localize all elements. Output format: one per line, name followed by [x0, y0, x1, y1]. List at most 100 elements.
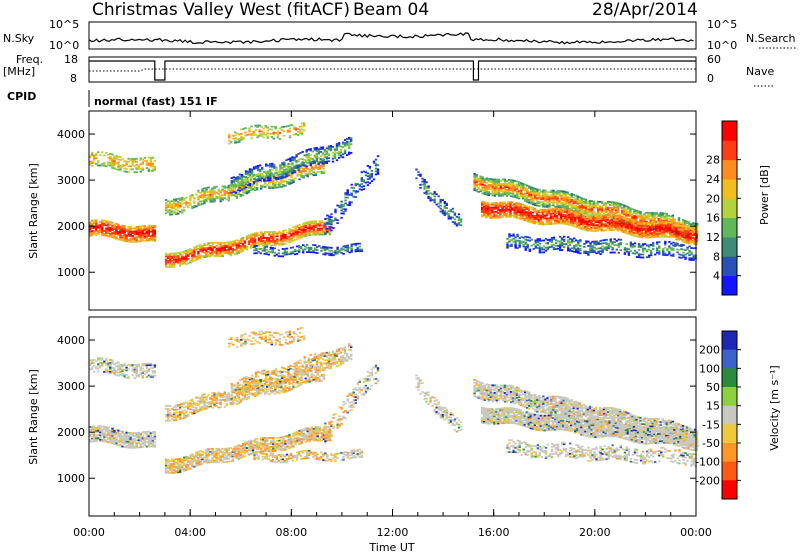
heatmap-cell — [593, 243, 596, 246]
heatmap-cell — [217, 196, 220, 198]
heatmap-cell — [532, 191, 535, 194]
heatmap-cell — [537, 210, 541, 212]
heatmap-cell — [346, 244, 349, 247]
heatmap-cell — [320, 164, 324, 167]
heatmap-cell — [570, 198, 573, 201]
heatmap-cell — [491, 193, 494, 196]
heatmap-cell — [275, 253, 279, 256]
heatmap-cell — [538, 239, 542, 242]
heatmap-cell — [101, 163, 104, 166]
heatmap-cell — [588, 229, 591, 232]
heatmap-cell — [541, 214, 545, 217]
heatmap-cell — [608, 224, 611, 227]
heatmap-cell — [447, 214, 450, 217]
heatmap-cell — [177, 203, 180, 206]
heatmap-cell — [590, 203, 594, 206]
heatmap-cell — [133, 161, 136, 163]
heatmap-cell — [681, 233, 684, 235]
heatmap-cell — [330, 249, 333, 252]
heatmap-cell — [225, 186, 228, 189]
heatmap-cell — [630, 225, 634, 228]
heatmap-cell — [621, 206, 624, 209]
heatmap-cell — [89, 162, 92, 165]
heatmap-cell — [618, 228, 621, 231]
cpid-label: CPID — [7, 90, 36, 103]
heatmap-cell — [669, 226, 672, 229]
heatmap-cell — [475, 190, 478, 192]
heatmap-cell — [570, 222, 573, 225]
heatmap-cell — [689, 223, 693, 226]
heatmap-cell — [665, 221, 668, 224]
heatmap-cell — [513, 184, 517, 187]
heatmap-cell — [624, 232, 628, 234]
heatmap-cell — [633, 211, 636, 214]
heatmap-cell — [527, 208, 530, 211]
heatmap-cell — [493, 212, 496, 215]
heatmap-cell — [291, 166, 294, 169]
heatmap-cell — [598, 228, 601, 231]
heatmap-cell — [350, 246, 353, 249]
heatmap-cell — [123, 170, 126, 173]
heatmap-cell — [483, 214, 486, 217]
freq-unit-label: [MHz] — [3, 65, 35, 78]
heatmap-cell — [643, 243, 647, 246]
heatmap-cell — [679, 226, 682, 229]
heatmap-cell — [524, 198, 527, 201]
heatmap-cell — [164, 254, 168, 256]
heatmap-cell — [515, 188, 519, 190]
heatmap-cell — [616, 228, 619, 231]
heatmap-cell — [625, 218, 628, 221]
heatmap-cell — [348, 136, 351, 139]
heatmap-cell — [509, 207, 512, 209]
heatmap-cell — [570, 215, 573, 218]
heatmap-cell — [555, 210, 559, 213]
heatmap-cell — [170, 213, 174, 216]
heatmap-cell — [419, 186, 422, 189]
heatmap-cell — [229, 247, 232, 249]
heatmap-cell — [479, 188, 482, 191]
heatmap-cell — [209, 242, 212, 244]
heatmap-cell — [483, 207, 486, 210]
heatmap-cell — [287, 170, 290, 173]
heatmap-cell — [229, 242, 232, 245]
heatmap-cell — [300, 229, 303, 231]
heatmap-cell — [508, 239, 511, 242]
heatmap-cell — [554, 197, 557, 199]
heatmap-cell — [685, 227, 688, 229]
heatmap-cell — [592, 227, 595, 229]
heatmap-cell — [558, 247, 562, 250]
heatmap-cell — [343, 145, 347, 147]
heatmap-cell — [297, 160, 300, 163]
heatmap-cell — [597, 247, 600, 250]
heatmap-cell — [197, 204, 200, 207]
heatmap-cell — [129, 158, 132, 160]
heatmap-cell — [525, 212, 528, 215]
heatmap-cell — [595, 243, 598, 246]
heatmap-cell — [115, 231, 118, 234]
heatmap-cell — [271, 162, 274, 165]
heatmap-cell — [201, 245, 204, 247]
heatmap-cell — [569, 248, 572, 251]
heatmap-cell — [538, 242, 542, 245]
heatmap-cell — [282, 125, 286, 128]
heatmap-cell — [107, 222, 110, 224]
heatmap-cell — [308, 232, 311, 235]
heatmap-cell — [592, 216, 595, 219]
heatmap-cell — [661, 226, 664, 229]
heatmap-cell — [564, 217, 567, 219]
heatmap-cell — [683, 219, 687, 222]
heatmap-cell — [314, 221, 317, 224]
heatmap-cell — [197, 203, 200, 205]
heatmap-cell — [531, 211, 534, 214]
heatmap-cell — [624, 229, 628, 231]
heatmap-cell — [298, 131, 302, 134]
heatmap-cell — [298, 228, 301, 231]
heatmap-cell — [596, 200, 600, 203]
heatmap-cell — [321, 159, 325, 162]
heatmap-cell — [145, 159, 149, 162]
heatmap-cell — [542, 239, 546, 242]
heatmap-cell — [675, 235, 678, 238]
heatmap-cell — [300, 236, 303, 239]
heatmap-cell — [687, 231, 690, 234]
heatmap-cell — [617, 244, 620, 247]
